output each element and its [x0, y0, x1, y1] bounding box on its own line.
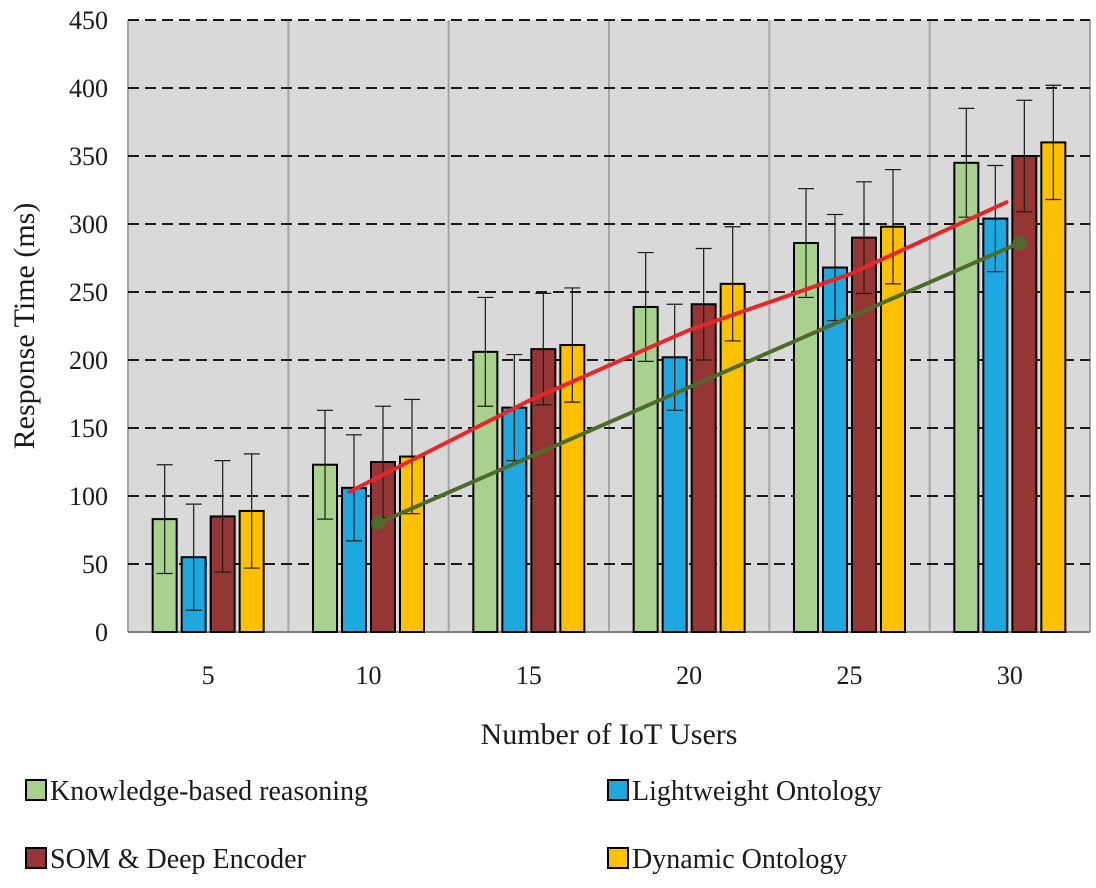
x-tick-label: 15 — [516, 661, 542, 690]
legend-swatch — [25, 779, 47, 801]
x-tick-label: 20 — [676, 661, 702, 690]
bar — [1011, 155, 1038, 633]
y-tick-label: 200 — [69, 346, 108, 375]
legend-swatch — [607, 779, 629, 801]
y-tick-label: 300 — [69, 210, 108, 239]
y-tick-label: 150 — [69, 414, 108, 443]
bar — [719, 282, 746, 633]
bar — [399, 455, 425, 633]
bar — [793, 242, 819, 633]
x-tick-label: 5 — [202, 661, 215, 690]
y-tick-label: 50 — [82, 550, 108, 579]
bar — [851, 236, 877, 633]
green-trend-line — [376, 241, 1022, 526]
bar — [472, 350, 499, 633]
green-trend-marker — [371, 516, 386, 531]
y-tick-label: 250 — [69, 278, 108, 307]
x-tick-label: 10 — [356, 661, 382, 690]
green-trend-marker — [1012, 236, 1027, 251]
legend-label: Dynamic Ontology — [632, 844, 847, 875]
y-tick-label: 0 — [95, 618, 108, 647]
bar — [880, 225, 906, 633]
legend-label: Knowledge-based reasoning — [50, 776, 368, 807]
y-tick-label: 100 — [69, 482, 108, 511]
legend-label: Lightweight Ontology — [632, 776, 882, 807]
x-tick-label: 30 — [997, 661, 1023, 690]
bar — [953, 161, 980, 634]
bar — [1040, 141, 1067, 633]
y-axis-title: Response Time (ms) — [8, 203, 41, 450]
x-tick-label: 25 — [837, 661, 863, 690]
y-tick-label: 450 — [69, 6, 108, 35]
legend-label: SOM & Deep Encoder — [50, 844, 307, 875]
bar — [982, 217, 1009, 633]
red-trend-line — [347, 200, 1009, 494]
y-tick-label: 400 — [69, 74, 108, 103]
y-tick-label: 350 — [69, 142, 108, 171]
legend-swatch — [25, 847, 47, 869]
legend-swatch — [607, 847, 629, 869]
x-axis-title: Number of IoT Users — [481, 718, 738, 751]
